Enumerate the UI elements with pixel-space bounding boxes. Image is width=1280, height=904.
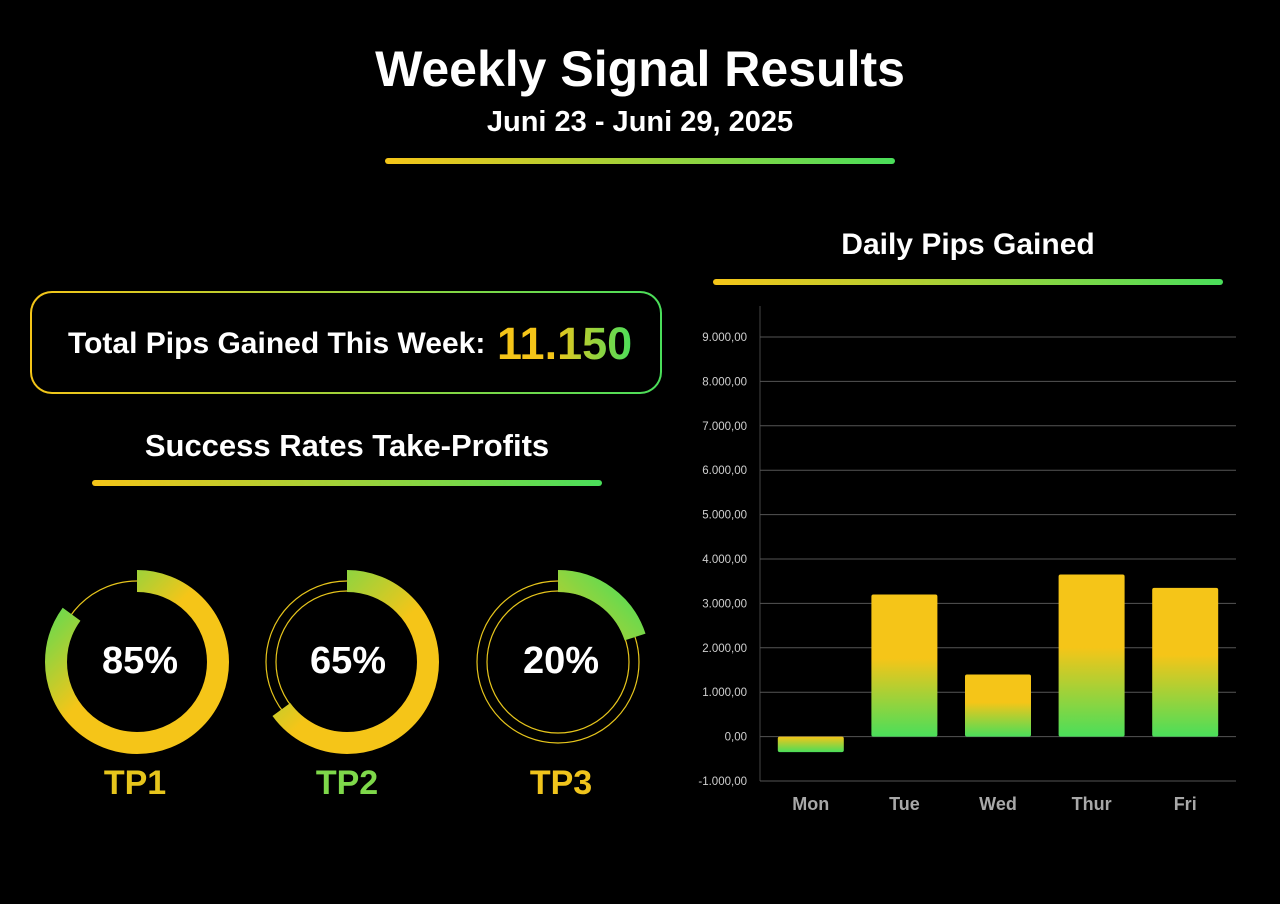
total-pips-value: 11.150 [497, 318, 633, 369]
y-tick-label: 5.000,00 [702, 510, 747, 522]
tp2-ring-arc [255, 570, 439, 754]
tp1-ring [45, 570, 229, 754]
tp1-label: TP1 [103, 764, 167, 802]
tp3-label: TP3 [529, 764, 593, 802]
bar-wed [965, 674, 1031, 737]
chart-title: Daily Pips Gained [841, 228, 1095, 261]
y-tick-label: 9.000,00 [702, 332, 747, 344]
x-tick-label: Thur [1072, 794, 1112, 814]
tp2-label: TP2 [315, 764, 379, 802]
date-range: Juni 23 - Juni 29, 2025 [486, 106, 794, 138]
bar-tue [871, 594, 938, 737]
total-pips-card [30, 291, 662, 394]
y-tick-label: 8.000,00 [702, 376, 747, 388]
tp2-percent: 65% [309, 640, 387, 682]
tp1-percent: 85% [101, 640, 179, 682]
y-tick-label: 0,00 [725, 732, 747, 744]
y-tick-label: -1.000,00 [698, 776, 747, 788]
daily-pips-chart: -1.000,00 0,00 1.000,00 2.000,00 3.000,00 4.0… [698, 306, 1236, 814]
y-tick-label: 7.000,00 [702, 421, 747, 433]
success-rates-title: Success Rates Take-Profits [144, 428, 550, 463]
x-tick-label: Fri [1174, 794, 1197, 814]
success-rates-underline [92, 480, 602, 486]
title-underline [385, 158, 895, 164]
y-tick-label: 3.000,00 [702, 598, 747, 610]
tp3-ring [466, 570, 650, 754]
x-tick-label: Wed [979, 794, 1017, 814]
chart-title-underline [713, 279, 1223, 285]
page-title: Weekly Signal Results [375, 41, 905, 97]
tp2-ring [255, 570, 439, 754]
tp3-percent: 20% [522, 640, 600, 682]
tp1-ring-arc [45, 570, 229, 754]
y-tick-label: 1.000,00 [702, 687, 747, 699]
total-pips-label: Total Pips Gained This Week: [68, 327, 486, 360]
tp3-ring-arc [466, 570, 650, 754]
x-tick-label: Tue [889, 794, 920, 814]
y-tick-label: 6.000,00 [702, 465, 747, 477]
y-tick-label: 4.000,00 [702, 554, 747, 566]
bar-fri [1152, 587, 1219, 737]
bar-thur [1058, 574, 1125, 737]
x-tick-label: Mon [792, 794, 829, 814]
y-tick-label: 2.000,00 [702, 643, 747, 655]
bar-mon [777, 736, 844, 753]
